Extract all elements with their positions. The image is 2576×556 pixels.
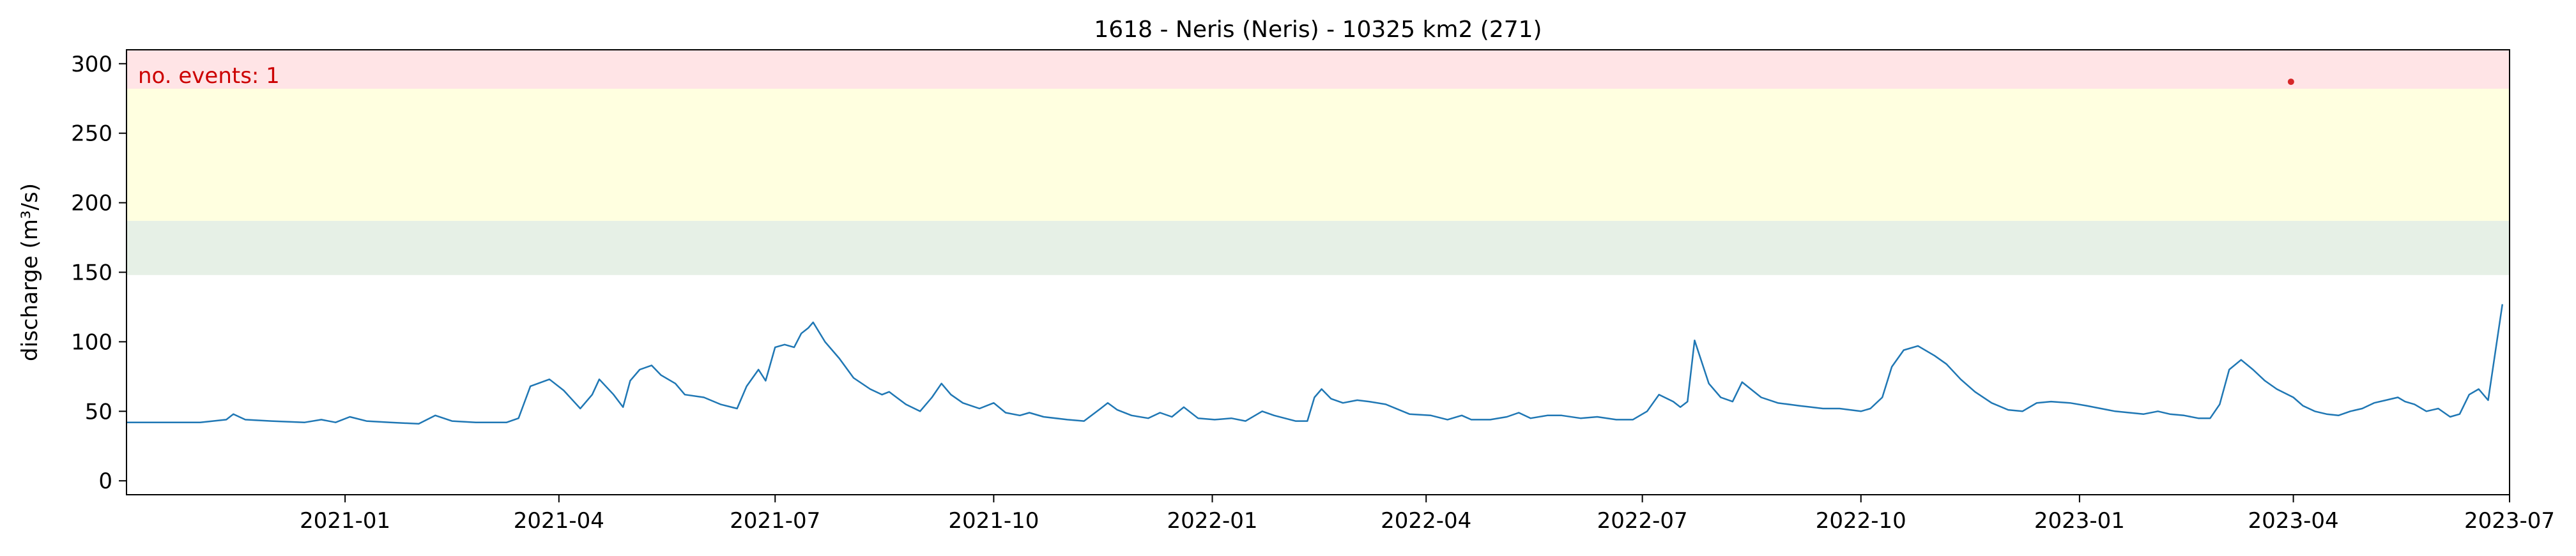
x-tick-label: 2021-04 (514, 508, 604, 534)
y-tick-label: 250 (71, 121, 112, 147)
y-tick-label: 100 (71, 329, 112, 355)
threshold-band-2 (126, 88, 2510, 221)
y-tick-label: 300 (71, 52, 112, 77)
y-axis: 0 50 100 150 200 250 300 (71, 52, 126, 494)
y-tick-label: 0 (98, 469, 112, 494)
event-marker (2287, 79, 2294, 86)
y-tick-label: 200 (71, 191, 112, 216)
x-tick-label: 2021-10 (948, 508, 1039, 534)
x-tick-label: 2023-04 (2248, 508, 2339, 534)
x-tick-label: 2022-07 (1597, 508, 1688, 534)
discharge-series-line (126, 304, 2504, 425)
x-tick-label: 2021-01 (300, 508, 390, 534)
events-count-annotation: no. events: 1 (138, 63, 280, 89)
x-tick-label: 2023-01 (2034, 508, 2125, 534)
x-tick-label: 2022-04 (1381, 508, 1471, 534)
y-axis-title: discharge (m³/s) (17, 183, 43, 361)
x-axis: 2021-01 2021-04 2021-07 2021-10 2022-01 2022-… (300, 495, 2555, 534)
x-tick-label: 2021-07 (730, 508, 820, 534)
chart-title: 1618 - Neris (Neris) - 10325 km2 (271) (1094, 17, 1542, 43)
series-layer (126, 79, 2504, 425)
threshold-bands (126, 50, 2510, 275)
threshold-band-1 (126, 220, 2510, 275)
x-tick-label: 2023-07 (2464, 508, 2555, 534)
threshold-band-3 (126, 50, 2510, 89)
x-tick-label: 2022-01 (1167, 508, 1257, 534)
y-tick-label: 150 (71, 260, 112, 286)
y-tick-label: 50 (85, 399, 112, 425)
x-tick-label: 2022-10 (1816, 508, 1906, 534)
